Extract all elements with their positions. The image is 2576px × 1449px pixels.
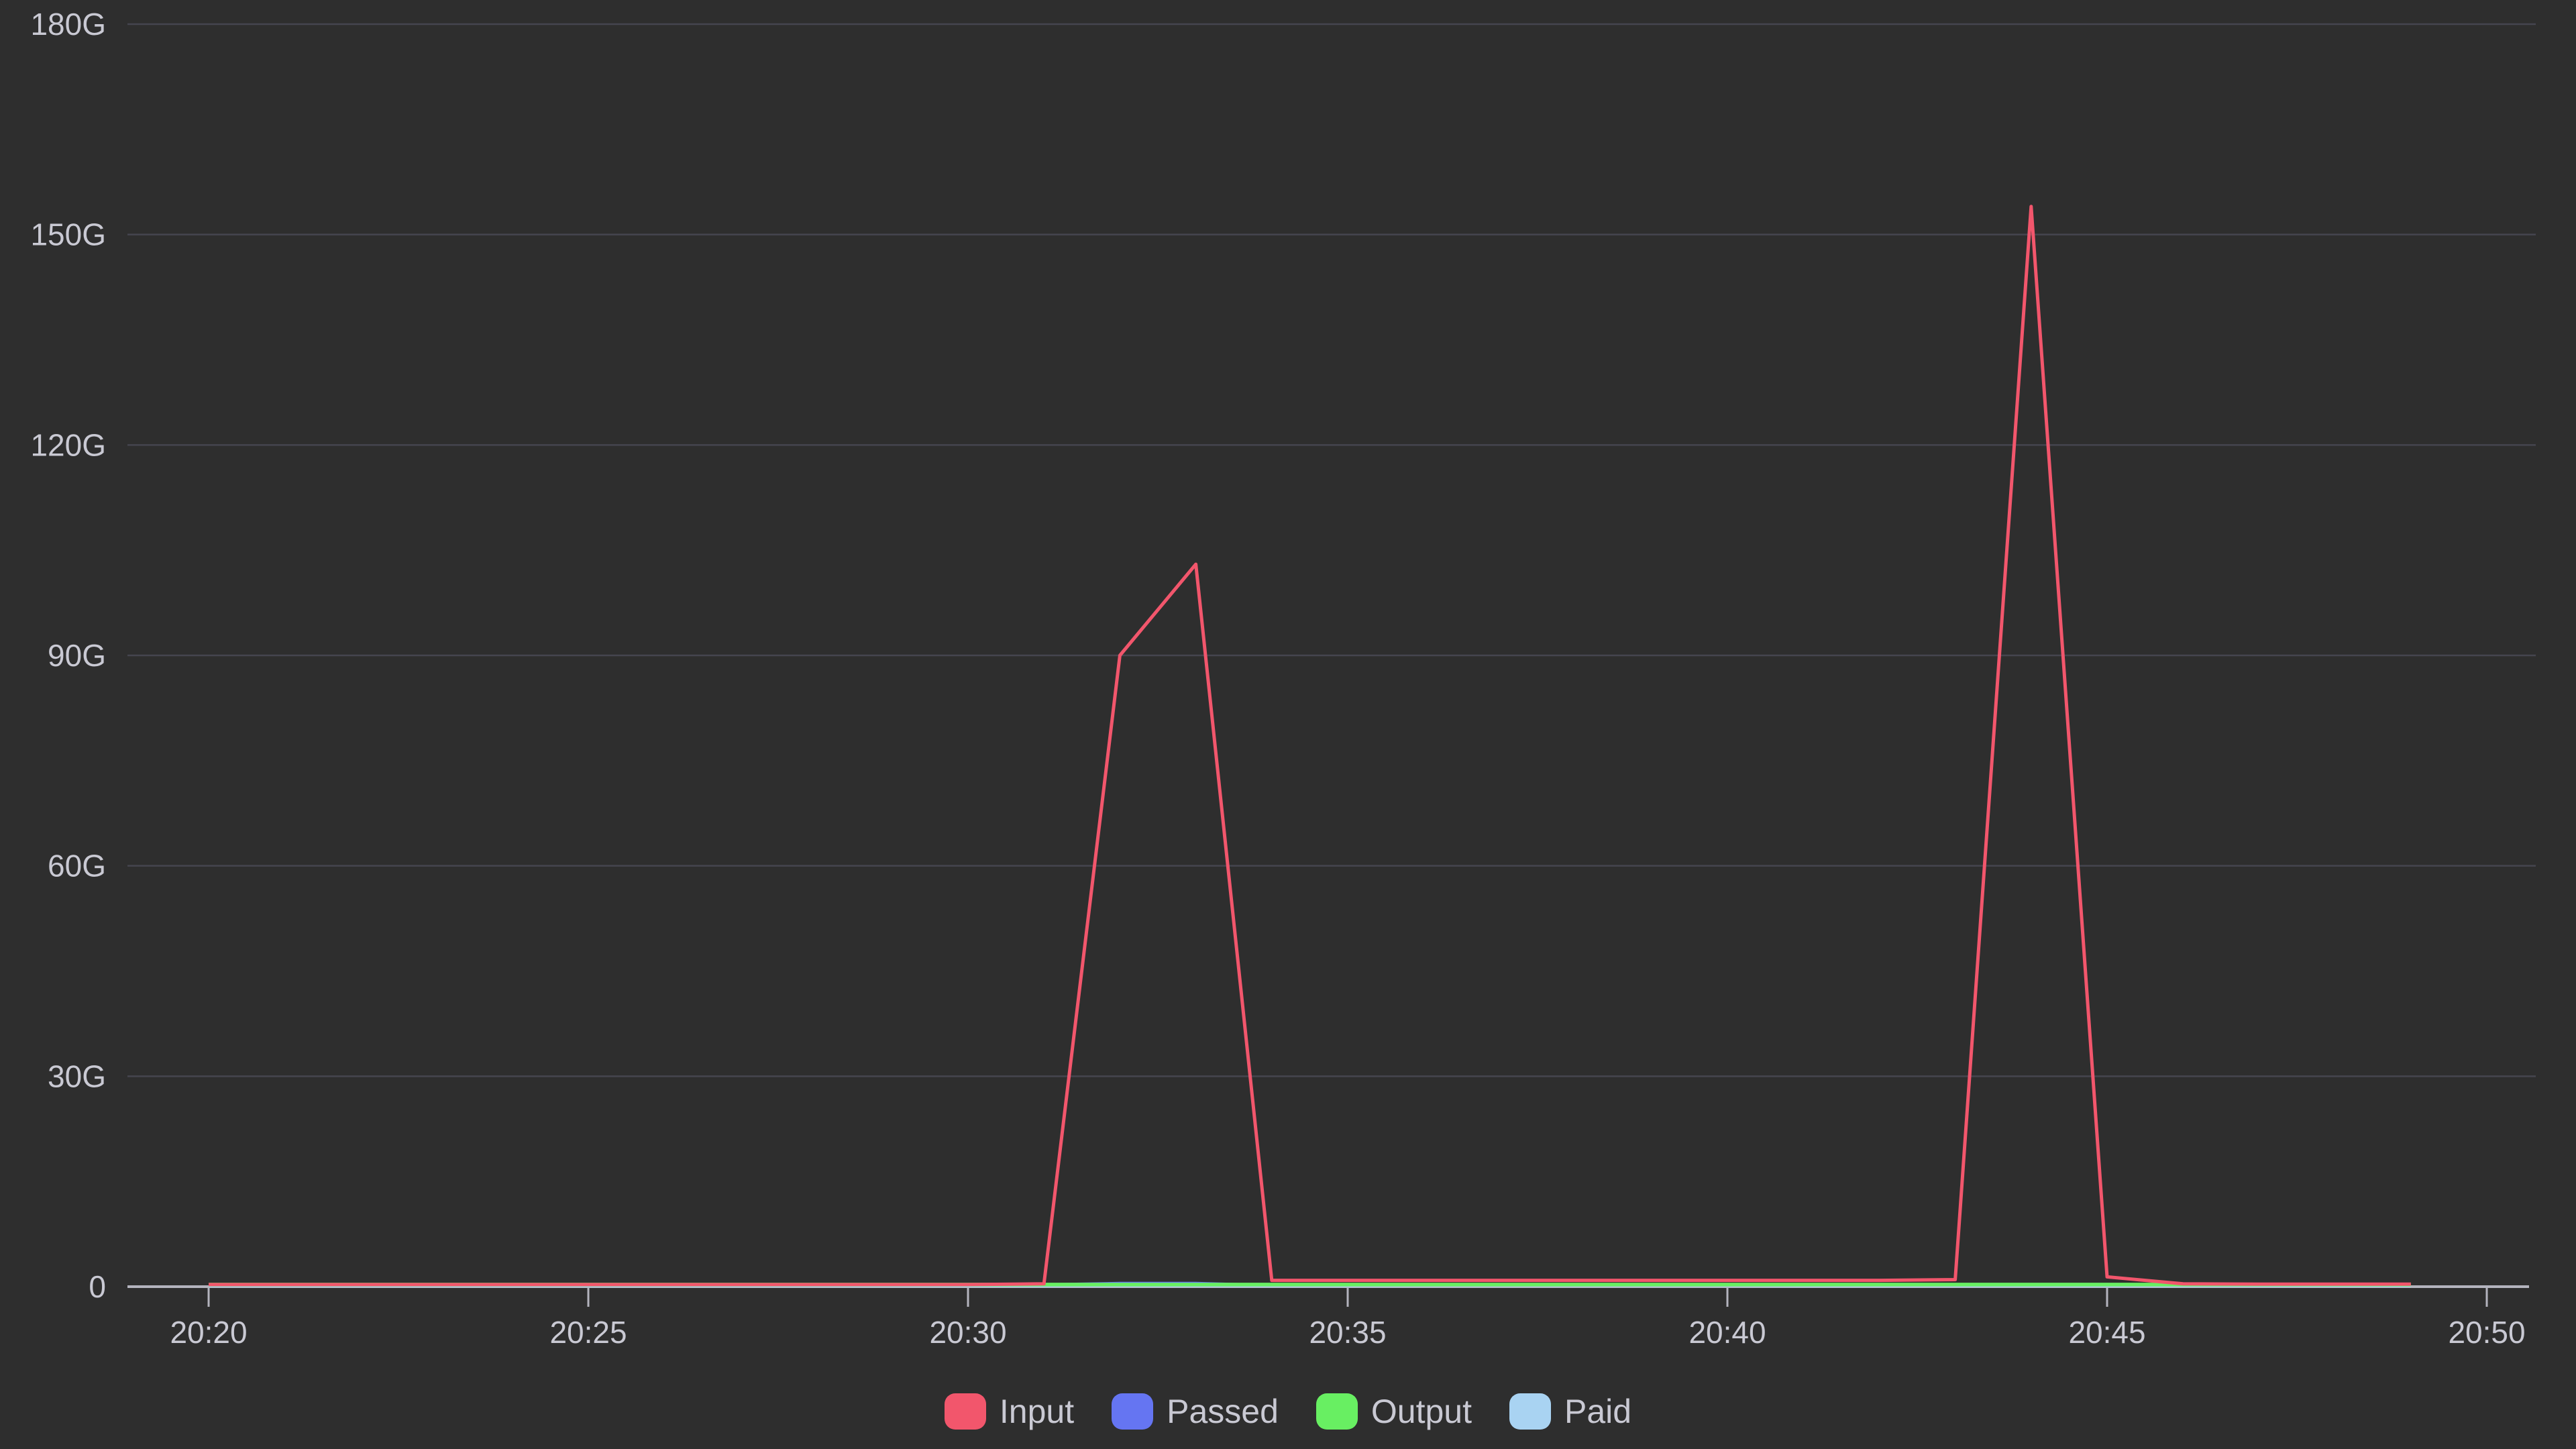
x-axis-label-20:35: 20:35 [1309,1315,1386,1350]
y-axis-label-150G: 150G [30,217,106,252]
paid-series-swatch-icon [1509,1393,1552,1430]
plot-area[interactable] [127,11,2536,1287]
x-axis-label-20:30: 20:30 [929,1315,1006,1350]
legend-label-passed: Passed [1167,1393,1279,1430]
legend-label-paid: Paid [1564,1393,1632,1430]
output-series-swatch-icon [1316,1393,1358,1430]
x-axis-label-20:20: 20:20 [170,1315,247,1350]
y-axis-label-30G: 30G [48,1059,106,1093]
legend-label-output: Output [1371,1393,1472,1430]
x-axis-label-20:45: 20:45 [2068,1315,2145,1350]
legend-item-input[interactable]: Input [944,1390,1075,1433]
legend-item-passed[interactable]: Passed [1112,1390,1279,1433]
legend-item-output[interactable]: Output [1316,1390,1472,1433]
y-axis-label-90G: 90G [48,638,106,673]
y-axis-label-120G: 120G [30,427,106,462]
y-axis-label-180G: 180G [30,7,106,42]
y-axis-label-60G: 60G [48,849,106,883]
legend-label-input: Input [999,1393,1075,1430]
input-series-line [209,205,2411,1287]
x-axis-label-20:25: 20:25 [549,1315,627,1350]
chart-legend: Input Passed Output Paid [0,1390,2576,1433]
y-axis-label-0: 0 [89,1269,106,1304]
x-axis-label-20:50: 20:50 [2448,1315,2525,1350]
x-axis-label-20:40: 20:40 [1688,1315,1766,1350]
input-series-swatch-icon [944,1393,986,1430]
legend-item-paid[interactable]: Paid [1509,1390,1631,1433]
passed-series-swatch-icon [1112,1393,1154,1430]
